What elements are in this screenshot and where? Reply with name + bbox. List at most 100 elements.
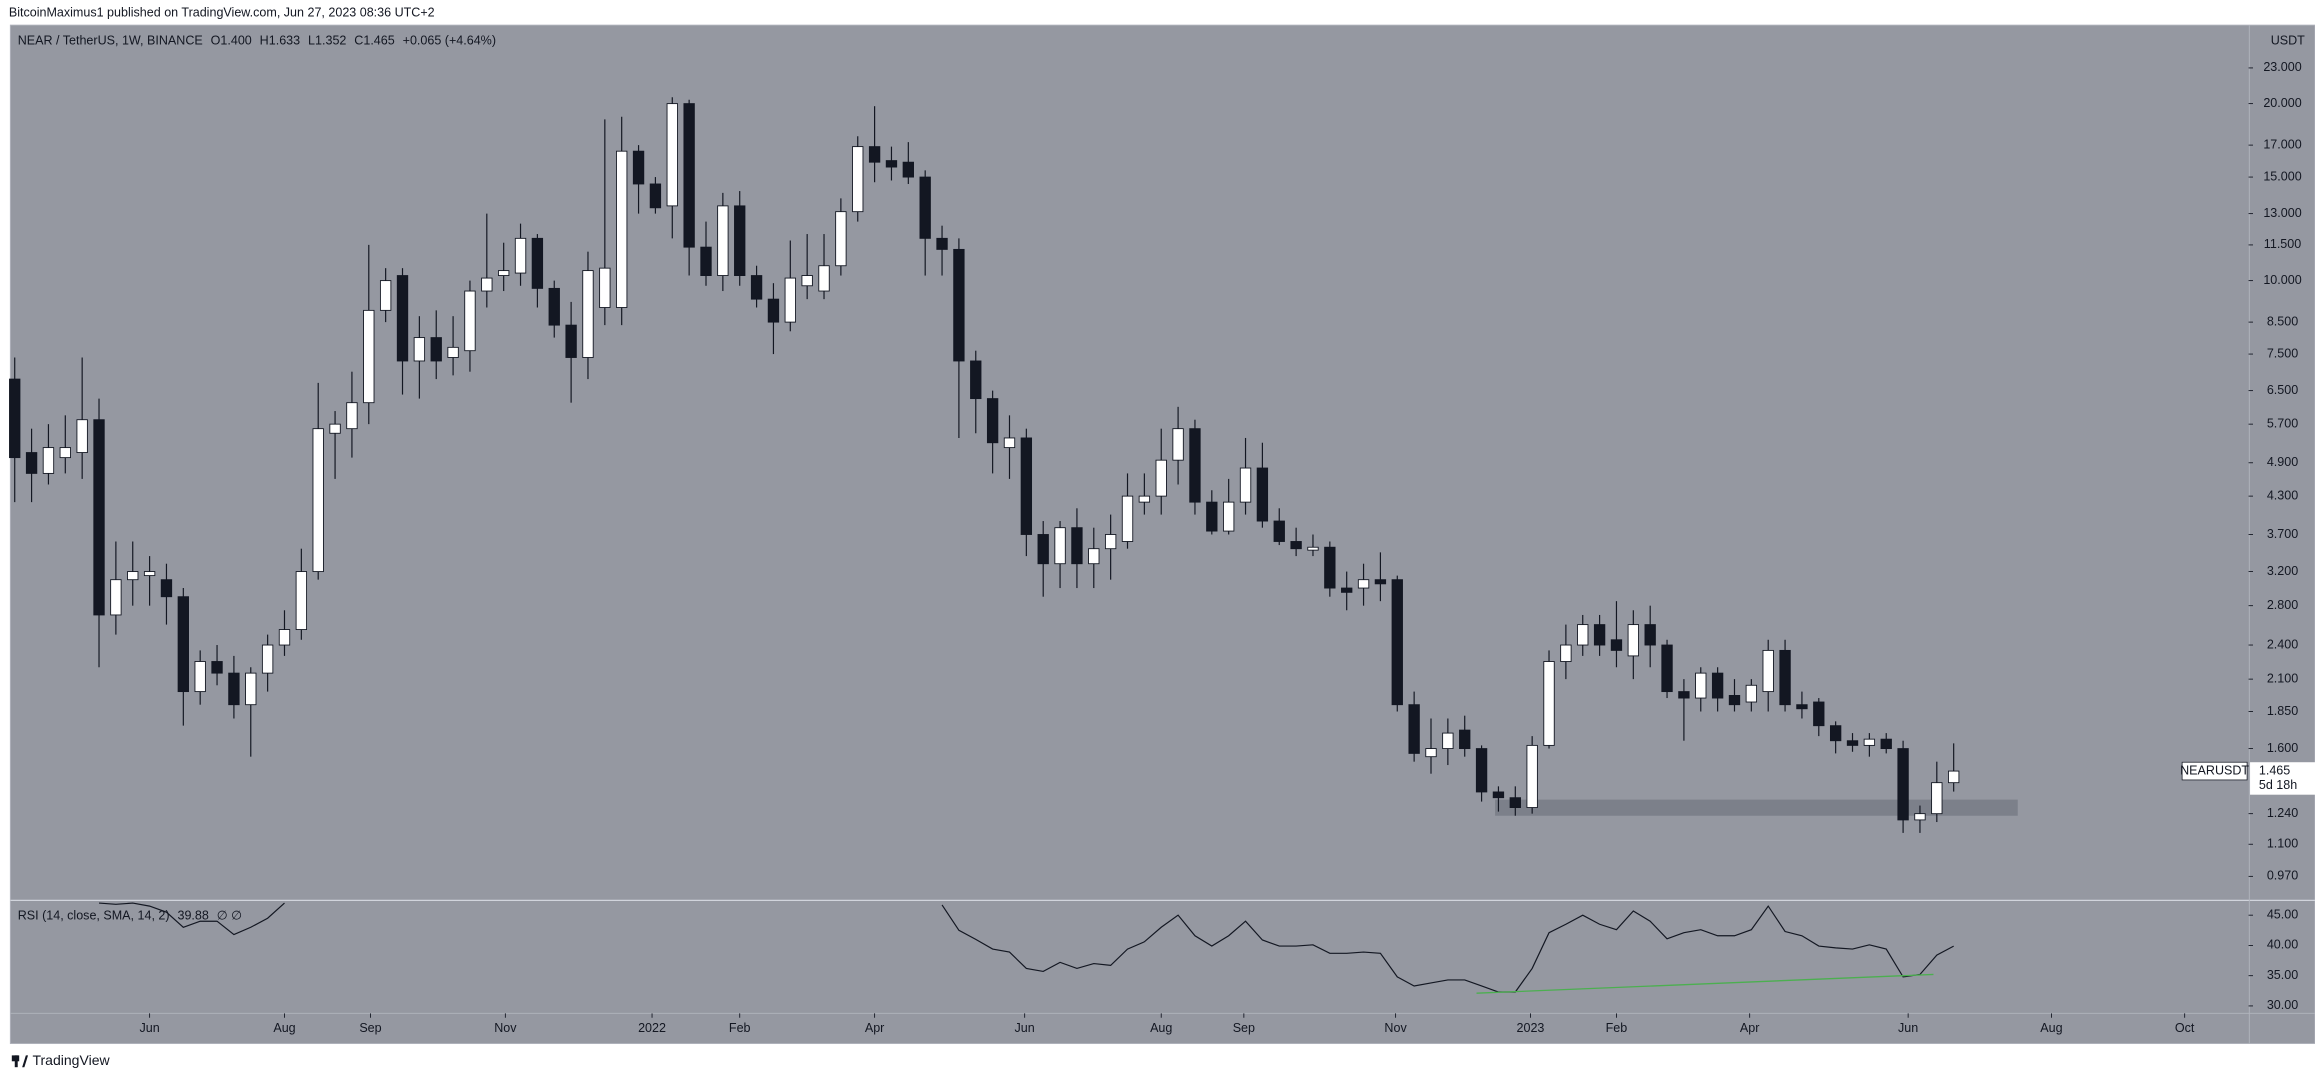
candle-body xyxy=(683,103,695,248)
candle-body xyxy=(464,290,476,352)
candle-body xyxy=(1071,527,1083,565)
candle-body xyxy=(1324,546,1336,589)
symbol: NEAR / TetherUS, 1W, BINANCE xyxy=(18,34,203,48)
x-tick-label: Jun xyxy=(139,1021,159,1035)
candle-body xyxy=(1931,782,1943,815)
candle-body xyxy=(1661,644,1673,693)
ohlc-value: 1.465 xyxy=(363,34,394,48)
price-tag-name: NEARUSDT xyxy=(2180,763,2249,777)
candle-body xyxy=(700,246,712,276)
candle-body xyxy=(1610,639,1623,651)
candle-body xyxy=(1644,624,1656,646)
candle-body xyxy=(295,571,308,630)
x-tick-label: 2022 xyxy=(638,1021,666,1035)
y-tick-label: 4.900 xyxy=(2267,455,2298,469)
brand: TradingView xyxy=(32,1052,110,1068)
ohlc-label: H xyxy=(260,34,269,48)
candle-body xyxy=(919,176,931,239)
x-tick-label: Apr xyxy=(865,1021,885,1035)
candle-body xyxy=(245,672,257,706)
x-tick-label: 2023 xyxy=(1517,1021,1545,1035)
countdown: 5d 18h xyxy=(2259,778,2297,792)
y-tick-label: 2.100 xyxy=(2267,671,2298,685)
candle-body xyxy=(1897,748,1909,821)
candle-body xyxy=(616,150,628,308)
candle-body xyxy=(1273,520,1285,542)
candle-body xyxy=(953,248,965,362)
x-tick-label: Nov xyxy=(1384,1021,1407,1035)
candle-body xyxy=(1374,579,1387,585)
x-tick-label: Sep xyxy=(1233,1021,1255,1035)
y-tick-label: 20.000 xyxy=(2263,96,2301,110)
candle-body xyxy=(1239,467,1252,503)
candle-body xyxy=(9,378,21,459)
candle-body xyxy=(1577,624,1589,646)
candle-body xyxy=(1054,527,1066,565)
y-tick-label: 2.800 xyxy=(2267,598,2298,612)
candle-body xyxy=(1711,672,1724,699)
candle-body xyxy=(481,277,493,292)
candle-body xyxy=(1796,704,1808,710)
candle-body xyxy=(565,324,577,358)
candle-body xyxy=(1846,740,1859,746)
candle-body xyxy=(885,160,898,168)
candle-body xyxy=(1391,579,1403,706)
rsi-legend: RSI (14, close, SMA, 14, 2) 39.88 ∅ ∅ xyxy=(18,909,242,923)
candle-body xyxy=(1560,644,1572,662)
ohlc-value: 1.352 xyxy=(315,34,346,48)
candle-body xyxy=(1745,684,1758,703)
candle-body xyxy=(1003,437,1016,449)
y-tick-label: 5.700 xyxy=(2267,416,2298,430)
y-tick-label: 45.00 xyxy=(2267,907,2298,921)
candle-body xyxy=(1509,797,1521,808)
candle-body xyxy=(1829,725,1842,742)
candle-body xyxy=(346,402,358,430)
y-tick-label: 11.500 xyxy=(2264,237,2301,251)
candle-body xyxy=(868,146,881,163)
candle-body xyxy=(531,237,544,289)
candle-body xyxy=(1863,738,1876,746)
ohlc-label: O xyxy=(211,34,221,48)
candle-body xyxy=(1543,661,1555,746)
candle-body xyxy=(1475,748,1488,793)
axis-unit: USDT xyxy=(2271,34,2305,48)
candle-body xyxy=(447,346,459,358)
candle-body xyxy=(1189,428,1201,503)
candle-body xyxy=(818,265,830,292)
candle-body xyxy=(1695,672,1707,699)
candle-body xyxy=(1880,738,1892,750)
candle-body xyxy=(498,270,510,276)
y-tick-label: 23.000 xyxy=(2263,60,2301,74)
y-tick-label: 0.970 xyxy=(2267,869,2298,883)
candle-body xyxy=(970,360,982,400)
candle-body xyxy=(1290,541,1302,550)
y-tick-label: 1.100 xyxy=(2267,837,2298,851)
logo-part xyxy=(14,1055,18,1068)
candle-body xyxy=(1172,428,1184,461)
candle-body xyxy=(1307,546,1319,551)
x-tick-label: Sep xyxy=(359,1021,381,1035)
x-tick-label: Aug xyxy=(273,1021,295,1035)
candle-body xyxy=(1728,695,1741,706)
price-legend: NEAR / TetherUS, 1W, BINANCE O1.400 H1.6… xyxy=(18,34,496,48)
candle-body xyxy=(1526,744,1538,808)
candle-body xyxy=(936,237,948,250)
candle-body xyxy=(25,452,38,474)
candle-body xyxy=(599,267,611,308)
candle-body xyxy=(177,596,189,693)
candle-body xyxy=(396,275,409,362)
candle-body xyxy=(649,183,662,209)
candle-body xyxy=(1408,704,1420,754)
candle-body xyxy=(211,661,223,674)
candle-body xyxy=(1206,501,1218,532)
candle-body xyxy=(835,211,847,267)
candle-body xyxy=(261,644,274,674)
y-tick-label: 35.00 xyxy=(2267,968,2298,982)
candle-body xyxy=(312,428,324,573)
candle-body xyxy=(278,629,291,646)
candle-body xyxy=(801,275,813,287)
y-tick-label: 2.400 xyxy=(2267,637,2298,651)
candle-body xyxy=(1627,624,1639,657)
candle-body xyxy=(76,419,88,453)
